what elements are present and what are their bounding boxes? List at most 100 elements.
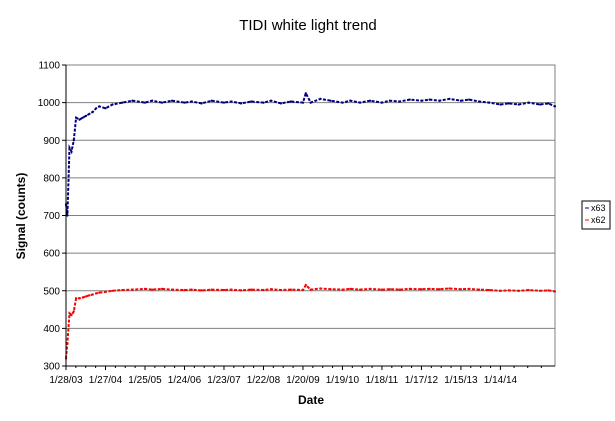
x-tick-label: 1/24/06 bbox=[168, 375, 202, 386]
data-point-x63 bbox=[478, 100, 481, 103]
data-point-x62 bbox=[91, 293, 94, 296]
data-point-x63 bbox=[448, 97, 451, 100]
data-point-x62 bbox=[98, 291, 101, 294]
x-tick-label: 1/17/12 bbox=[405, 375, 439, 386]
data-point-x62 bbox=[459, 288, 462, 291]
data-point-x63 bbox=[459, 99, 462, 102]
data-point-x63 bbox=[539, 103, 542, 106]
data-point-x62 bbox=[527, 288, 530, 292]
data-point-x63 bbox=[68, 146, 71, 149]
data-point-x63 bbox=[121, 101, 124, 104]
data-point-x62 bbox=[160, 287, 164, 290]
data-point-x62 bbox=[131, 288, 134, 291]
data-point-x63 bbox=[349, 99, 352, 102]
data-point-x62 bbox=[72, 310, 75, 313]
data-point-x63 bbox=[200, 102, 203, 105]
data-point-x63 bbox=[507, 102, 510, 105]
data-point-x63 bbox=[547, 102, 550, 105]
data-point-x63 bbox=[70, 150, 73, 153]
data-point-x63 bbox=[380, 101, 383, 104]
data-point-x62 bbox=[301, 288, 305, 292]
data-point-x62 bbox=[183, 288, 186, 292]
data-point-x62 bbox=[75, 297, 78, 300]
data-point-x63 bbox=[309, 101, 312, 104]
x-tick-label: 1/18/11 bbox=[366, 375, 399, 386]
y-tick-label: 1000 bbox=[38, 98, 61, 109]
data-point-x62 bbox=[539, 289, 542, 292]
data-point-x63 bbox=[301, 101, 305, 104]
data-point-x63 bbox=[250, 100, 253, 103]
data-point-x63 bbox=[329, 99, 332, 102]
data-point-x62 bbox=[398, 288, 401, 291]
data-point-x62 bbox=[170, 288, 174, 291]
data-point-x63 bbox=[398, 100, 401, 103]
data-point-x63 bbox=[222, 101, 226, 104]
x-tick-label: 1/14/14 bbox=[484, 375, 518, 386]
series-layer bbox=[64, 90, 557, 360]
data-point-x62 bbox=[104, 290, 107, 293]
data-point-x62 bbox=[66, 342, 69, 345]
data-point-x63 bbox=[160, 101, 164, 104]
data-point-x63 bbox=[190, 100, 193, 103]
y-tick-label: 900 bbox=[43, 136, 60, 147]
data-point-x62 bbox=[250, 288, 253, 291]
data-point-x62 bbox=[200, 289, 203, 292]
data-point-x63 bbox=[88, 112, 91, 115]
legend-label-x63: x63 bbox=[591, 203, 606, 213]
data-point-x62 bbox=[81, 296, 84, 299]
data-point-x62 bbox=[304, 284, 307, 287]
legend-box bbox=[581, 200, 611, 230]
data-point-x63 bbox=[143, 101, 147, 104]
x-tick-label: 1/23/07 bbox=[207, 375, 241, 386]
data-point-x63 bbox=[341, 101, 344, 104]
data-point-x63 bbox=[438, 99, 441, 102]
data-point-x63 bbox=[279, 102, 282, 105]
y-tick-label: 800 bbox=[43, 173, 60, 184]
data-point-x63 bbox=[369, 99, 372, 102]
data-point-x63 bbox=[230, 100, 233, 103]
x-axis-ticks: 1/28/03 1/27/04 1/25/05 1/24/06 1/23/07 1/22/… bbox=[49, 366, 542, 386]
data-point-x62 bbox=[438, 288, 441, 291]
data-point-x63 bbox=[270, 99, 273, 102]
data-point-x63 bbox=[388, 99, 391, 102]
data-point-x62 bbox=[428, 287, 431, 290]
data-point-x62 bbox=[408, 287, 411, 290]
data-point-x62 bbox=[388, 288, 391, 291]
data-point-x62 bbox=[190, 288, 193, 291]
x-tick-label: 1/15/13 bbox=[444, 375, 478, 386]
data-point-x63 bbox=[104, 107, 107, 110]
y-tick-label: 300 bbox=[43, 362, 60, 373]
data-point-x62 bbox=[319, 287, 322, 290]
data-point-x62 bbox=[262, 288, 265, 292]
data-point-x62 bbox=[341, 288, 344, 291]
data-point-x63 bbox=[75, 116, 78, 119]
x-tick-label: 1/20/09 bbox=[286, 375, 320, 386]
x-tick-label: 1/19/10 bbox=[326, 375, 360, 386]
data-point-x62 bbox=[270, 288, 273, 291]
data-point-x62 bbox=[68, 312, 71, 315]
x-tick-label: 1/25/05 bbox=[128, 375, 162, 386]
data-point-x63 bbox=[408, 98, 411, 101]
data-point-x62 bbox=[380, 288, 383, 291]
data-point-x62 bbox=[553, 290, 557, 293]
y-tick-label: 1100 bbox=[38, 61, 60, 72]
data-point-x62 bbox=[151, 288, 154, 291]
data-point-x62 bbox=[359, 288, 362, 291]
data-point-x63 bbox=[98, 105, 101, 108]
y-tick-label: 700 bbox=[43, 211, 60, 222]
legend-label-x62: x62 bbox=[591, 215, 606, 225]
data-point-x62 bbox=[111, 289, 114, 292]
data-point-x63 bbox=[359, 101, 362, 104]
data-point-x62 bbox=[507, 289, 510, 292]
data-point-x62 bbox=[448, 287, 451, 290]
data-point-x62 bbox=[70, 314, 73, 317]
data-point-x62 bbox=[369, 287, 372, 290]
data-point-x63 bbox=[304, 92, 307, 95]
data-point-x63 bbox=[553, 105, 557, 108]
data-point-x62 bbox=[289, 288, 292, 291]
x-axis-label: Date bbox=[298, 393, 324, 407]
data-point-x63 bbox=[81, 116, 84, 119]
data-point-x63 bbox=[468, 98, 471, 101]
data-point-x62 bbox=[240, 289, 243, 292]
